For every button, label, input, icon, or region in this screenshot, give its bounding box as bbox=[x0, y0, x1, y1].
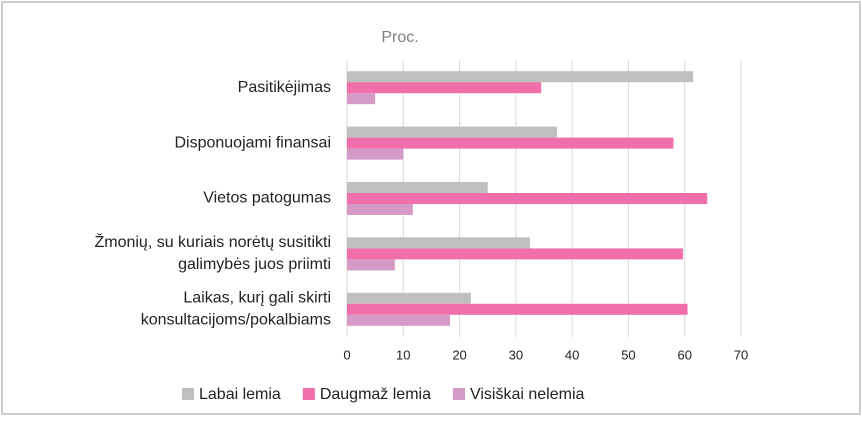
bar bbox=[347, 314, 451, 326]
bar bbox=[347, 148, 404, 160]
x-tick-label: 70 bbox=[734, 347, 748, 362]
bar bbox=[347, 303, 688, 315]
legend-swatch bbox=[182, 388, 194, 400]
legend-label: Visiškai nelemia bbox=[470, 386, 585, 403]
legend-label: Labai lemia bbox=[199, 386, 281, 403]
y-tick-label: Disponuojami finansai bbox=[174, 134, 331, 151]
bar bbox=[347, 71, 694, 83]
bar bbox=[347, 82, 542, 94]
x-tick-label: 10 bbox=[396, 347, 410, 362]
bar bbox=[347, 237, 530, 249]
bar bbox=[347, 137, 674, 149]
bar bbox=[347, 292, 471, 304]
legend-swatch bbox=[452, 388, 465, 400]
x-tick-label: 60 bbox=[677, 347, 691, 362]
bar bbox=[347, 182, 488, 193]
x-tick-label: 0 bbox=[343, 347, 350, 362]
y-tick-label: konsultacijoms/pokalbiams bbox=[141, 312, 331, 329]
bar bbox=[347, 93, 376, 105]
legend-swatch bbox=[302, 388, 315, 400]
x-tick-label: 20 bbox=[452, 347, 466, 362]
x-tick-label: 50 bbox=[621, 347, 635, 362]
y-tick-label: Žmonių, su kuriais norėtų susitikti bbox=[94, 232, 331, 251]
y-tick-label: Pasitikėjimas bbox=[238, 79, 331, 96]
chart-title: Proc. bbox=[381, 29, 418, 46]
y-tick-label: Vietos patogumas bbox=[203, 190, 331, 207]
y-tick-label: Laikas, kurį gali skirti bbox=[183, 290, 331, 307]
x-tick-label: 30 bbox=[509, 347, 523, 362]
bar bbox=[347, 193, 708, 204]
bar bbox=[347, 126, 557, 138]
bar bbox=[347, 248, 684, 260]
bar bbox=[347, 204, 413, 215]
y-tick-label: galimybės juos priimti bbox=[178, 256, 331, 273]
legend-label: Daugmaž lemia bbox=[320, 386, 431, 403]
bar bbox=[347, 259, 395, 271]
x-tick-label: 40 bbox=[565, 347, 579, 362]
